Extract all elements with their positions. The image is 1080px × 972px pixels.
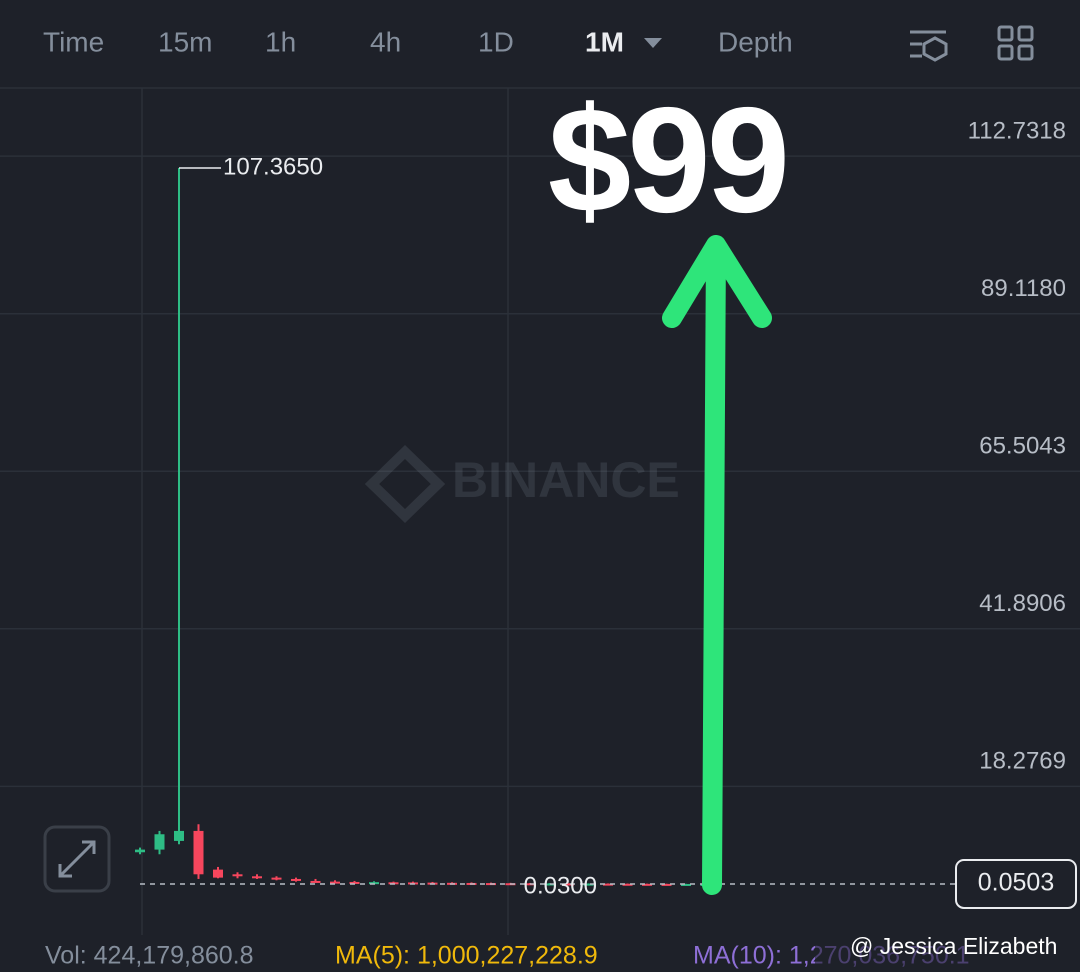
candle-body xyxy=(369,882,379,885)
candle-body xyxy=(271,877,282,880)
candle-body xyxy=(213,869,223,878)
candle-body xyxy=(135,849,145,853)
volume: Vol: 424,179,860.8 xyxy=(45,942,254,970)
candle-body xyxy=(330,881,340,884)
arrow xyxy=(662,235,772,895)
candle-body xyxy=(193,830,204,875)
candle-body xyxy=(174,830,184,841)
y-tick-label: 65.5043 xyxy=(979,433,1066,460)
tab[interactable]: Depth xyxy=(718,26,793,57)
credit-bg xyxy=(815,930,1080,972)
watermark: BINANCE xyxy=(364,445,680,523)
expand-icon[interactable] xyxy=(43,825,111,893)
high-label: 107.3650 xyxy=(223,153,323,180)
tab-active[interactable]: 1M xyxy=(585,26,624,57)
candle-body xyxy=(603,883,613,886)
candle-body xyxy=(291,878,301,881)
layout-icon[interactable] xyxy=(997,25,1034,61)
ma5: MA(5): 1,000,227,228.9 xyxy=(335,942,598,970)
candle-body xyxy=(642,883,652,886)
watermark-text: BINANCE xyxy=(452,452,680,508)
candle-body xyxy=(252,876,262,879)
tab[interactable]: 1D xyxy=(478,26,514,57)
y-tick-label: 18.2769 xyxy=(979,748,1066,775)
tab[interactable]: 1h xyxy=(265,26,296,57)
candle-body xyxy=(661,883,672,886)
low-label: 0.0300 xyxy=(524,872,597,899)
candle-body xyxy=(154,834,165,850)
candle-body xyxy=(622,883,633,886)
y-tick-label: 112.7318 xyxy=(968,117,1066,144)
candle-body xyxy=(349,881,360,884)
credit: @ Jessica Elizabeth xyxy=(850,933,1057,959)
candle-body xyxy=(544,883,555,886)
annotation: $99 xyxy=(548,76,786,244)
candle-body xyxy=(583,883,594,886)
candle-body xyxy=(681,883,691,886)
last-price-box xyxy=(955,858,1077,909)
candle-body xyxy=(310,880,321,883)
candle-body xyxy=(232,874,243,877)
y-tick-label: 41.8906 xyxy=(979,590,1066,617)
last-price-label: 0.0503 xyxy=(978,869,1054,897)
tab[interactable]: Time xyxy=(43,26,104,57)
settings-icon[interactable] xyxy=(910,30,948,62)
tab[interactable]: 4h xyxy=(370,26,401,57)
dropdown-icon[interactable] xyxy=(644,38,662,48)
y-tick-label: 89.1180 xyxy=(981,275,1066,302)
candle-body xyxy=(564,883,574,886)
tab[interactable]: 15m xyxy=(158,26,212,57)
